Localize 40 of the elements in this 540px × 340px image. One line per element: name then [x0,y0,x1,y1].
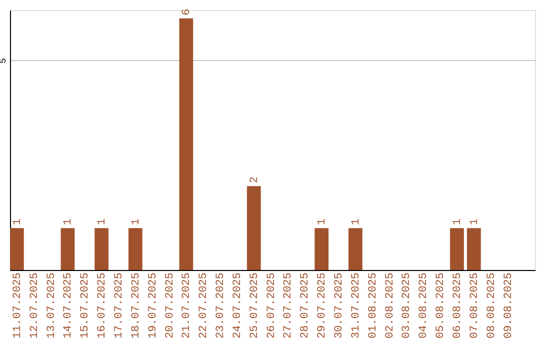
data-label: 1 [96,218,109,226]
x-tick-label: 16.07.2025 [96,272,109,339]
x-tick-label: 24.07.2025 [232,272,244,339]
x-tick-label: 26.07.2025 [266,272,278,339]
x-tick-label: 30.07.2025 [334,272,346,339]
x-tick-label: 02.08.2025 [384,272,396,339]
x-tick-label: 23.07.2025 [215,272,228,339]
x-tick-label: 14.07.2025 [62,272,75,339]
data-label: 1 [468,218,481,226]
x-tick-label: 29.07.2025 [316,272,329,339]
x-tick-label: 01.08.2025 [367,272,380,339]
x-tick-label: 25.07.2025 [248,272,261,339]
data-label: 2 [248,176,261,184]
data-label: 1 [316,218,329,226]
x-tick-label: 12.07.2025 [28,272,41,339]
x-tick-label: 04.08.2025 [418,272,430,339]
x-tick-label: 19.07.2025 [147,272,160,339]
x-tick-label: 13.07.2025 [46,272,58,339]
x-tick-label: 27.07.2025 [282,272,295,339]
x-tick-label: 20.07.2025 [164,272,176,339]
x-tick-label: 08.08.2025 [486,272,498,339]
data-label: 6 [181,8,194,16]
data-label: 1 [62,218,75,226]
x-tick-label: 05.08.2025 [435,272,448,339]
x-tick-label: 31.07.2025 [350,272,362,339]
x-tick-label: 15.07.2025 [80,272,92,339]
x-tick-label: 22.07.2025 [198,272,210,339]
data-label: 1 [350,218,362,226]
x-tick-label: 21.07.2025 [181,272,194,339]
data-label: 1 [12,218,24,226]
x-tick-label: 09.08.2025 [502,272,515,339]
x-tick-label: 18.07.2025 [130,272,142,339]
x-tick-label: 03.08.2025 [401,272,414,339]
x-tick-label: 06.08.2025 [452,272,464,339]
data-label: 1 [130,218,142,226]
data-label: 1 [452,218,464,226]
x-tick-label: 28.07.2025 [300,272,312,339]
x-tick-label: 17.07.2025 [113,272,126,339]
x-tick-label: 07.08.2025 [468,272,481,339]
x-tick-label: 11.07.2025 [12,272,24,339]
